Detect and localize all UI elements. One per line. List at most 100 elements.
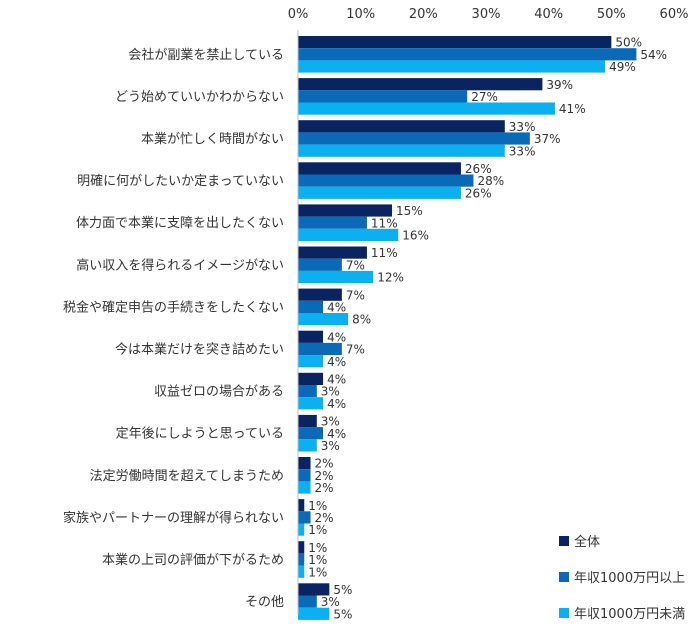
bar xyxy=(298,385,317,398)
x-tick-label: 30% xyxy=(472,7,501,22)
bar xyxy=(298,330,324,343)
value-label: 1% xyxy=(308,565,327,579)
value-label: 7% xyxy=(346,288,365,302)
bar xyxy=(298,90,468,103)
bar xyxy=(298,481,311,494)
category-label: 定年後にしようと思っている xyxy=(116,427,284,442)
value-label: 4% xyxy=(327,397,346,411)
bar xyxy=(298,204,392,217)
category-label: 本業が忙しく時間がない xyxy=(141,131,284,147)
value-label: 4% xyxy=(327,355,346,369)
value-label: 2% xyxy=(315,511,334,525)
category-labels: 会社が副業を禁止しているどう始めていいかわからない本業が忙しく時間がない明確に何… xyxy=(63,47,284,610)
bar xyxy=(298,120,505,133)
bar xyxy=(298,144,505,157)
value-label: 8% xyxy=(352,313,371,327)
value-label: 26% xyxy=(465,162,492,176)
category-label: その他 xyxy=(245,595,284,610)
value-label: 39% xyxy=(546,78,573,92)
value-label: 1% xyxy=(308,499,327,513)
bar xyxy=(298,162,461,175)
bar xyxy=(298,216,367,229)
value-label: 4% xyxy=(327,330,346,344)
value-label: 11% xyxy=(371,216,398,230)
category-label: 会社が副業を禁止している xyxy=(128,47,284,63)
value-label: 50% xyxy=(615,36,642,50)
x-tick-label: 50% xyxy=(597,7,626,22)
bar xyxy=(298,355,324,368)
x-tick-label: 10% xyxy=(346,7,375,22)
category-label: どう始めていいかわからない xyxy=(115,90,284,105)
legend-label: 年収1000万円未満 xyxy=(574,607,685,622)
bar xyxy=(298,439,317,452)
bar xyxy=(298,228,399,241)
value-label: 41% xyxy=(559,102,586,116)
bar xyxy=(298,595,317,608)
bar xyxy=(298,174,474,187)
bar xyxy=(298,300,324,313)
bar xyxy=(298,246,367,259)
value-label: 4% xyxy=(327,373,346,387)
value-label: 1% xyxy=(308,553,327,567)
value-label: 7% xyxy=(346,258,365,272)
bar xyxy=(298,60,606,73)
value-label: 4% xyxy=(327,427,346,441)
bar xyxy=(298,427,324,440)
value-label: 1% xyxy=(308,523,327,537)
bar xyxy=(298,541,305,554)
bar xyxy=(298,583,330,596)
value-label: 5% xyxy=(333,583,352,597)
bar xyxy=(298,511,311,524)
value-label: 27% xyxy=(471,90,498,104)
bar xyxy=(298,565,305,578)
value-label: 1% xyxy=(308,541,327,555)
bar xyxy=(298,372,324,385)
category-label: 体力面で本業に支障を出したくない xyxy=(76,215,284,231)
x-tick-label: 60% xyxy=(660,7,689,22)
bar xyxy=(298,553,305,566)
bar xyxy=(298,186,461,199)
value-label: 33% xyxy=(509,120,536,134)
value-label: 2% xyxy=(315,457,334,471)
bar xyxy=(298,48,637,61)
x-tick-label: 0% xyxy=(288,7,309,22)
bar xyxy=(298,457,311,470)
value-label: 3% xyxy=(321,385,340,399)
value-label: 15% xyxy=(396,204,423,218)
legend-swatch xyxy=(559,536,569,546)
legend-label: 年収1000万円以上 xyxy=(574,571,685,586)
value-label: 4% xyxy=(327,301,346,315)
bar xyxy=(298,313,349,326)
bar xyxy=(298,258,342,271)
value-label: 2% xyxy=(315,469,334,483)
bar xyxy=(298,270,374,284)
x-tick-label: 40% xyxy=(534,7,563,22)
x-tick-label: 20% xyxy=(409,7,438,22)
bar xyxy=(298,102,555,115)
bar xyxy=(298,342,342,356)
bar xyxy=(298,132,530,145)
bar xyxy=(298,78,543,91)
category-label: 高い収入を得られるイメージがない xyxy=(76,257,284,273)
legend-label: 全体 xyxy=(574,534,600,550)
value-label: 11% xyxy=(371,246,398,260)
value-label: 33% xyxy=(509,144,536,158)
value-label: 5% xyxy=(333,607,352,621)
bar xyxy=(298,499,305,512)
value-label: 2% xyxy=(315,481,334,495)
category-label: 本業の上司の評価が下がるため xyxy=(102,552,284,568)
value-label: 12% xyxy=(377,271,404,285)
category-label: 今は本業だけを突き詰めたい xyxy=(115,342,284,358)
bar xyxy=(298,523,305,536)
legend-swatch xyxy=(559,572,569,582)
value-label: 3% xyxy=(321,415,340,429)
value-label: 7% xyxy=(346,343,365,357)
bar xyxy=(298,36,612,49)
category-label: 法定労働時間を超えてしまうため xyxy=(90,469,284,484)
value-labels: 50%54%49%39%27%41%33%37%33%26%28%26%15%1… xyxy=(308,36,667,622)
value-label: 16% xyxy=(402,229,429,243)
legend-swatch xyxy=(559,608,569,618)
category-label: 収益ゼロの場合がある xyxy=(154,385,284,400)
